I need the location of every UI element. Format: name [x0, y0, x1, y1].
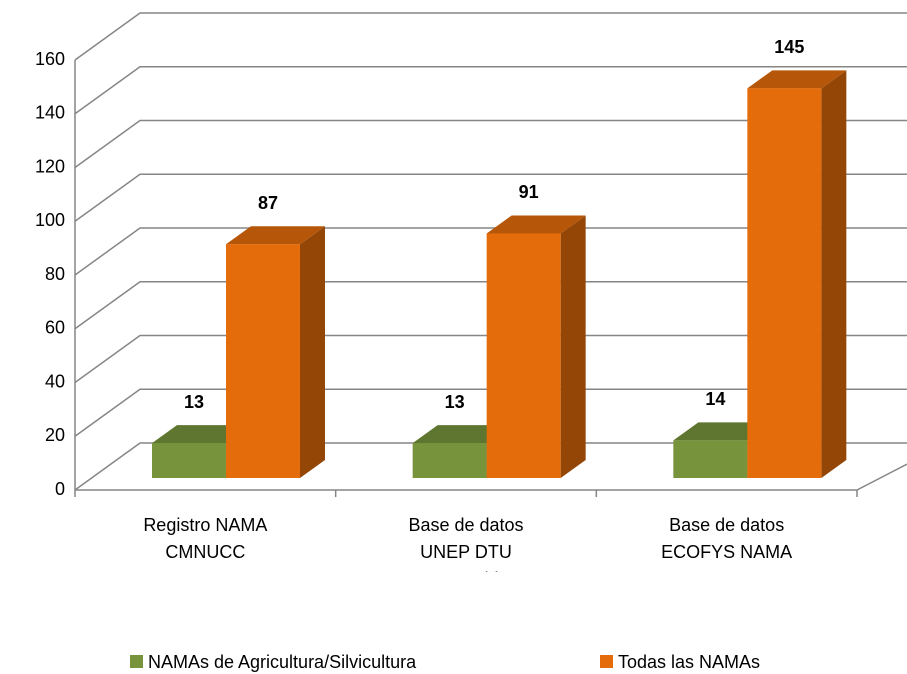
data-label: 91 — [519, 182, 539, 202]
legend-swatch — [130, 655, 143, 668]
legend-label: Todas las NAMAs — [618, 652, 760, 672]
grid-line — [74, 119, 907, 169]
x-tick-label: Base de datos UNEP DTU Partnership* — [408, 515, 524, 572]
grid-line — [74, 442, 907, 491]
grid-line — [74, 334, 907, 384]
y-tick-label: 20 — [45, 425, 65, 445]
grid-line — [74, 227, 907, 276]
bar-side — [821, 70, 847, 478]
y-tick-label: 0 — [55, 479, 65, 499]
x-tick-label: Base de datos ECOFYS NAMA — [661, 515, 793, 562]
bar — [747, 88, 822, 478]
legend-swatch — [600, 655, 613, 668]
grid-line — [74, 388, 907, 437]
x-tick-label: Registro NAMA CMNUCC — [143, 515, 268, 562]
y-tick-label: 100 — [35, 210, 65, 230]
bar-top — [226, 226, 325, 245]
y-tick-label: 40 — [45, 371, 65, 391]
data-label: 13 — [184, 392, 204, 412]
bar — [412, 443, 487, 478]
bar — [486, 233, 561, 478]
data-label: 13 — [445, 392, 465, 412]
bar — [152, 443, 226, 478]
grid-line — [74, 12, 907, 61]
x-tick-label-box: Base de datos ECOFYS NAMA — [661, 515, 793, 562]
y-tick-label: 140 — [35, 103, 65, 123]
y-tick-label: 120 — [35, 156, 65, 176]
bar-side — [560, 215, 586, 478]
grid-line — [74, 173, 907, 222]
data-label: 87 — [258, 193, 278, 213]
y-tick-label: 160 — [35, 49, 65, 69]
grid-line — [74, 66, 907, 115]
bar — [673, 440, 748, 478]
data-label: 14 — [705, 389, 725, 409]
bar-top — [747, 70, 847, 89]
bar — [226, 244, 300, 478]
bar-top — [486, 215, 586, 234]
legend-label: NAMAs de Agricultura/Silvicultura — [148, 652, 417, 672]
x-tick-label-box: Base de datos UNEP DTU Partnership* — [408, 515, 524, 572]
y-tick-label: 60 — [45, 318, 65, 338]
data-label: 145 — [774, 37, 804, 57]
grid-line — [74, 281, 907, 330]
y-tick-label: 80 — [45, 264, 65, 284]
x-tick-label-box: Registro NAMA CMNUCC — [143, 515, 268, 562]
bar-side — [300, 226, 325, 478]
